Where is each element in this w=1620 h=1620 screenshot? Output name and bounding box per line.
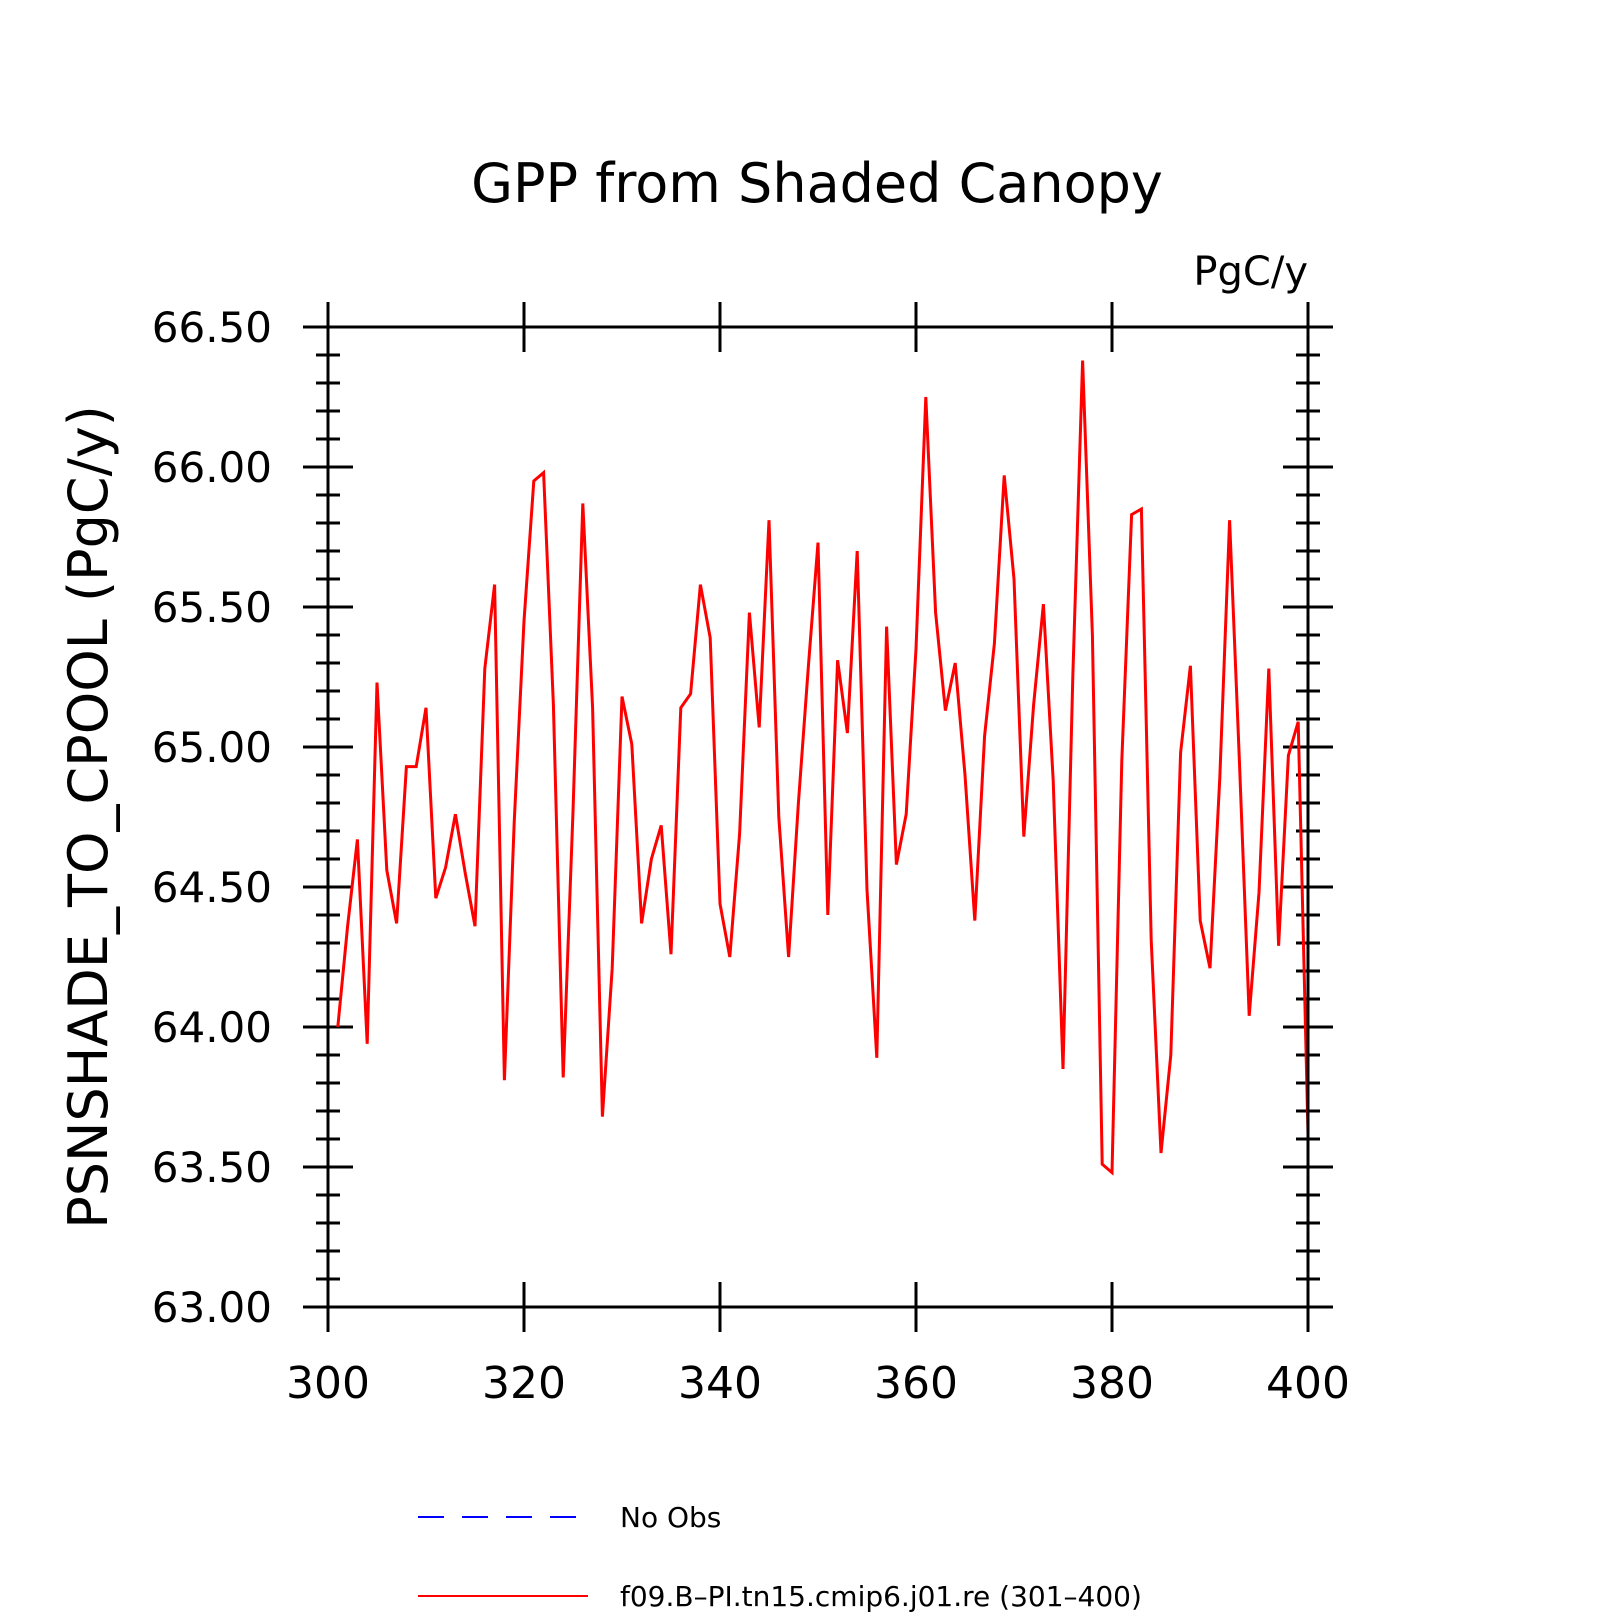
chart-title: GPP from Shaded Canopy <box>471 152 1163 215</box>
legend-label-no-obs: No Obs <box>620 1501 721 1534</box>
series-line <box>336 360 1310 1176</box>
y-tick-label: 63.00 <box>152 1283 272 1332</box>
y-tick-label: 65.00 <box>152 723 272 772</box>
x-tick-labels: 300 320 340 360 380 400 <box>286 1358 1350 1409</box>
y-tick-label: 64.50 <box>152 863 272 912</box>
x-tick-label: 380 <box>1070 1358 1154 1409</box>
minor-ticks <box>316 353 1320 1281</box>
x-tick-label: 400 <box>1266 1358 1350 1409</box>
x-tick-label: 320 <box>482 1358 566 1409</box>
series-layer <box>336 360 1310 1176</box>
x-tick-label: 300 <box>286 1358 370 1409</box>
plot-frame <box>326 325 1310 1309</box>
x-tick-label: 360 <box>874 1358 958 1409</box>
x-tick-label: 340 <box>678 1358 762 1409</box>
y-tick-label: 64.00 <box>152 1003 272 1052</box>
legend: No Obs f09.B–PI.tn15.cmip6.j01.re (301–4… <box>418 1501 1142 1613</box>
y-axis-label: PSNSHADE_TO_CPOOL (PgC/y) <box>57 405 120 1229</box>
y-tick-labels: 63.00 63.50 64.00 64.50 65.00 65.50 66.00 66.50 <box>152 303 272 1332</box>
units-label: PgC/y <box>1193 249 1308 295</box>
y-tick-label: 65.50 <box>152 583 272 632</box>
legend-label-model-run: f09.B–PI.tn15.cmip6.j01.re (301–400) <box>620 1580 1142 1613</box>
y-tick-label: 66.50 <box>152 303 272 352</box>
y-tick-label: 66.00 <box>152 443 272 492</box>
y-tick-label: 63.50 <box>152 1143 272 1192</box>
